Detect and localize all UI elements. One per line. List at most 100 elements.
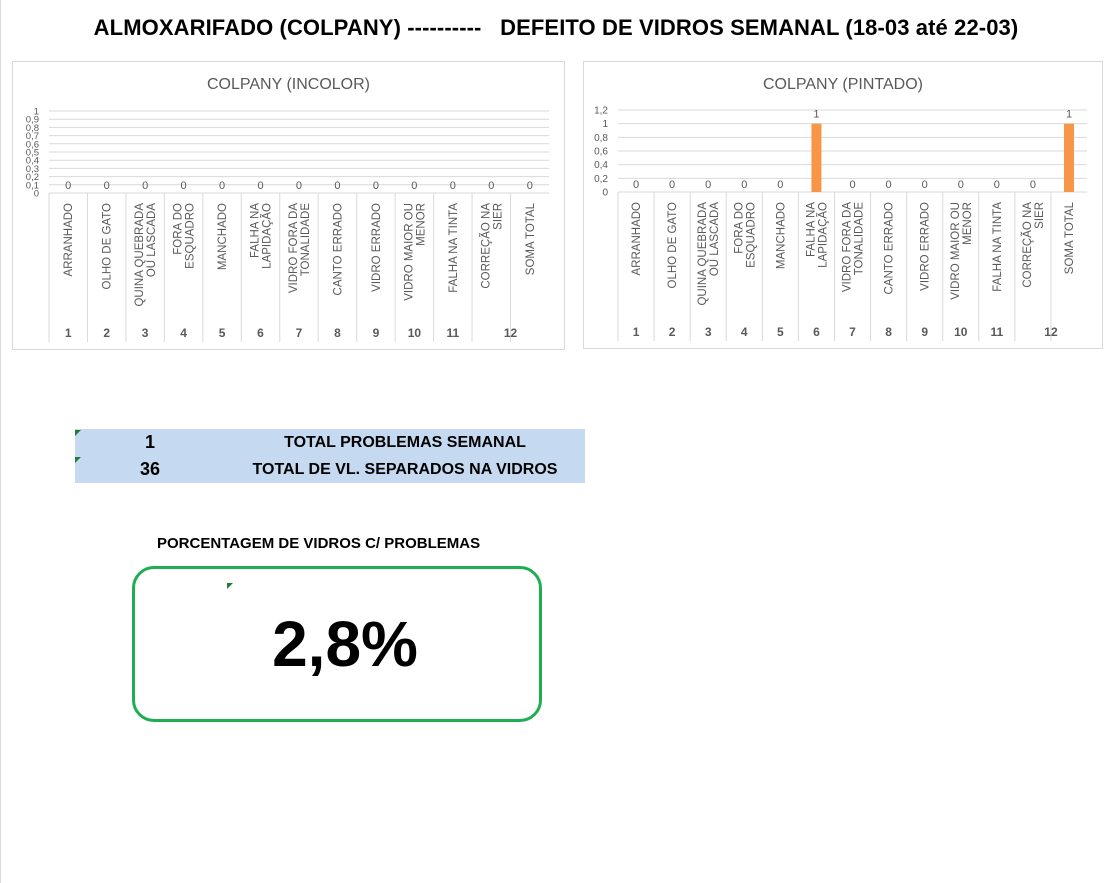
data-label: 0 — [65, 180, 71, 192]
group-number-label: 2 — [103, 326, 110, 340]
data-label: 0 — [296, 180, 302, 192]
category-label: OLHO DE GATO — [102, 203, 114, 290]
y-tick-label: 0,2 — [26, 172, 39, 183]
data-label: 0 — [142, 180, 148, 192]
group-number-label: 9 — [373, 326, 380, 340]
category-label: VIDRO MAIOR OUMENOR — [403, 203, 427, 301]
group-number-label: 7 — [296, 326, 303, 340]
data-label: 0 — [373, 180, 379, 192]
data-label: 1 — [813, 109, 819, 121]
y-tick-label: 0 — [34, 189, 39, 200]
data-label: 0 — [922, 179, 928, 191]
data-label: 0 — [411, 180, 417, 192]
data-label: 0 — [886, 179, 892, 191]
group-number-label: 8 — [334, 326, 341, 340]
y-tick-label: 0,5 — [26, 148, 39, 159]
page-left-border — [0, 0, 1, 883]
category-label: FALHA NA TINTA — [448, 203, 460, 293]
group-number-label: 5 — [219, 326, 226, 340]
cell-note-marker — [75, 457, 81, 463]
group-number-label: 12 — [1044, 325, 1058, 339]
totals-table: 1 TOTAL PROBLEMAS SEMANAL 36 TOTAL DE VL… — [75, 429, 585, 483]
y-tick-label: 0,6 — [594, 147, 608, 158]
y-tick-label: 0,4 — [594, 160, 608, 171]
chart-incolor-panel[interactable]: COLPANY (INCOLOR) 0 0,1 0,2 0,3 0,4 0,5 0,6 0,7 0… — [12, 61, 565, 350]
group-number-label: 8 — [885, 325, 892, 339]
data-label: 0 — [633, 179, 639, 191]
percentage-value: 2,8% — [272, 608, 418, 680]
data-label: 0 — [181, 180, 187, 192]
data-label: 0 — [958, 179, 964, 191]
bar — [1064, 123, 1074, 192]
group-number-label: 5 — [777, 325, 784, 339]
group-number-label: 1 — [633, 325, 640, 339]
y-tick-label: 0,3 — [26, 164, 39, 175]
category-label: VIDRO ERRADO — [371, 203, 383, 292]
y-tick-label: 0 — [602, 188, 608, 199]
category-label: VIDRO FORA DATONALIDADE — [288, 203, 312, 293]
category-label: CANTO ERRADO — [332, 203, 344, 295]
category-label: FALHA NALAPIDAÇÃO — [250, 203, 274, 269]
data-label: 0 — [994, 179, 1000, 191]
bar — [811, 123, 822, 192]
category-label: SOMA TOTAL — [525, 202, 537, 275]
total-separated-value: 36 — [139, 459, 161, 479]
chart-pintado-panel[interactable]: COLPANY (PINTADO) 0 0,2 0,4 0,6 0,8 1 1,2 0 ARRAN… — [583, 61, 1103, 349]
category-label: CORREÇÃO NASIER — [1021, 202, 1046, 288]
category-label: FORA DOESQUADRO — [733, 202, 757, 268]
cell-note-marker — [227, 583, 233, 589]
category-label: VIDRO ERRADO — [920, 202, 932, 291]
y-tick-label: 0,8 — [26, 123, 39, 134]
group-number-label: 12 — [504, 326, 518, 340]
group-number-label: 3 — [142, 326, 149, 340]
data-label: 0 — [488, 180, 494, 192]
group-number-label: 11 — [446, 326, 459, 340]
data-label: 0 — [777, 179, 783, 191]
total-problems-value: 1 — [144, 432, 155, 452]
category-label: VIDRO MAIOR OUMENOR — [950, 202, 974, 300]
category-label: FALHA NA TINTA — [992, 202, 1004, 292]
group-number-label: 3 — [705, 325, 712, 339]
group-number-label: 11 — [990, 325, 1003, 339]
group-number-label: 2 — [669, 325, 676, 339]
category-label: CANTO ERRADO — [884, 202, 896, 294]
group-number-label: 4 — [180, 326, 187, 340]
category-label: ARRANHADO — [631, 202, 643, 276]
chart-title: COLPANY (PINTADO) — [763, 76, 923, 93]
chart-title: COLPANY (INCOLOR) — [207, 76, 370, 93]
category-label: ARRANHADO — [63, 203, 75, 277]
total-separated-row[interactable]: 36 TOTAL DE VL. SEPARADOS NA VIDROS — [75, 456, 585, 483]
data-label: 0 — [849, 179, 855, 191]
category-label: MANCHADO — [775, 202, 787, 269]
y-tick-label: 1 — [602, 119, 608, 130]
group-number-label: 7 — [849, 325, 856, 339]
category-label: CORREÇÃO NASIER — [479, 203, 504, 289]
data-label: 0 — [669, 179, 675, 191]
group-number-label: 6 — [813, 325, 820, 339]
percentage-title: PORCENTAGEM DE VIDROS C/ PROBLEMAS — [157, 535, 481, 552]
total-problems-label: TOTAL PROBLEMAS SEMANAL — [284, 434, 526, 451]
data-label: 0 — [741, 179, 747, 191]
total-problems-row[interactable]: 1 TOTAL PROBLEMAS SEMANAL — [75, 429, 585, 456]
y-tick-label: 0,8 — [594, 133, 608, 144]
group-number-label: 1 — [65, 326, 72, 340]
y-tick-label: 1 — [34, 107, 39, 118]
y-tick-label: 0,2 — [594, 174, 608, 185]
percentage-box[interactable]: 2,8% — [132, 566, 542, 722]
data-label: 0 — [219, 180, 225, 192]
category-label: FORA DOESQUADRO — [173, 203, 197, 269]
data-label: 0 — [257, 180, 263, 192]
data-label: 0 — [450, 180, 456, 192]
category-label: FALHA NALAPIDAÇÃO — [805, 202, 829, 268]
category-label: QUINA QUEBRADAOU LASCADA — [697, 202, 721, 306]
cell-note-marker — [75, 430, 81, 436]
page-title: ALMOXARIFADO (COLPANY) ---------- DEFEIT… — [93, 15, 1019, 40]
y-tick-label: 1,2 — [594, 106, 608, 117]
y-tick-label: 0,9 — [26, 115, 39, 126]
data-label: 0 — [1030, 179, 1036, 191]
y-tick-label: 0,1 — [26, 180, 39, 191]
category-label: SOMA TOTAL — [1064, 201, 1076, 274]
group-number-label: 10 — [954, 325, 968, 339]
category-label: QUINA QUEBRADAOU LASCADA — [134, 203, 158, 307]
category-label: VIDRO FORA DATONALIDADE — [842, 202, 866, 292]
